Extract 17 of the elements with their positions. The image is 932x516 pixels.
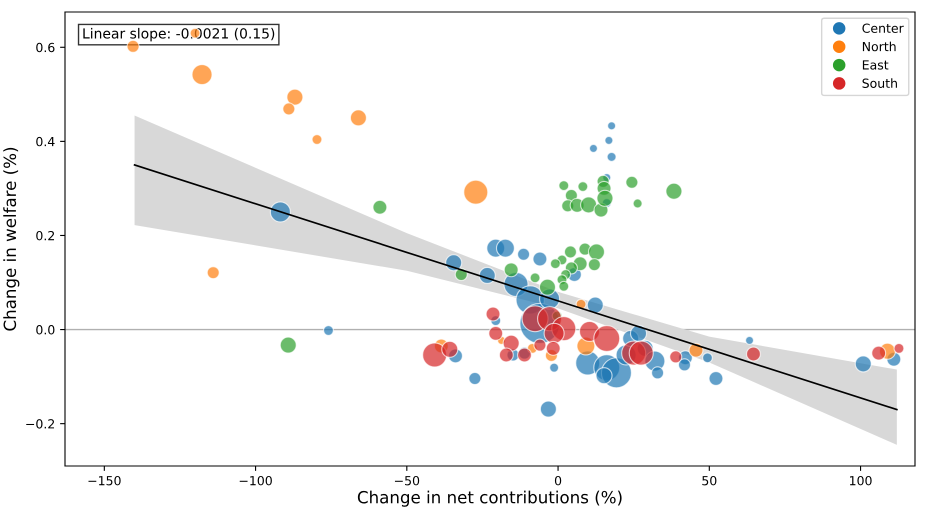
legend-label: Center xyxy=(862,23,904,33)
y-tick-label: −0.2 xyxy=(26,419,54,429)
legend-label: North xyxy=(862,42,896,52)
y-tick-label: 0.4 xyxy=(36,136,55,146)
x-tick-label: 0 xyxy=(554,476,562,486)
x-tick-label: 100 xyxy=(850,476,872,486)
x-tick-label: −100 xyxy=(240,476,272,486)
legend-label: East xyxy=(862,60,888,70)
y-axis-title: Change in welfare (%) xyxy=(3,148,20,331)
x-axis-title: Change in net contributions (%) xyxy=(358,490,622,507)
x-tick-label: −150 xyxy=(88,476,121,486)
legend-label: South xyxy=(862,78,897,88)
y-tick-label: 0.0 xyxy=(36,325,54,334)
y-tick-label: 0.6 xyxy=(36,42,54,52)
x-tick-label: 50 xyxy=(702,476,716,486)
y-tick-label: 0.2 xyxy=(36,230,54,240)
x-tick-label: −50 xyxy=(394,476,420,486)
